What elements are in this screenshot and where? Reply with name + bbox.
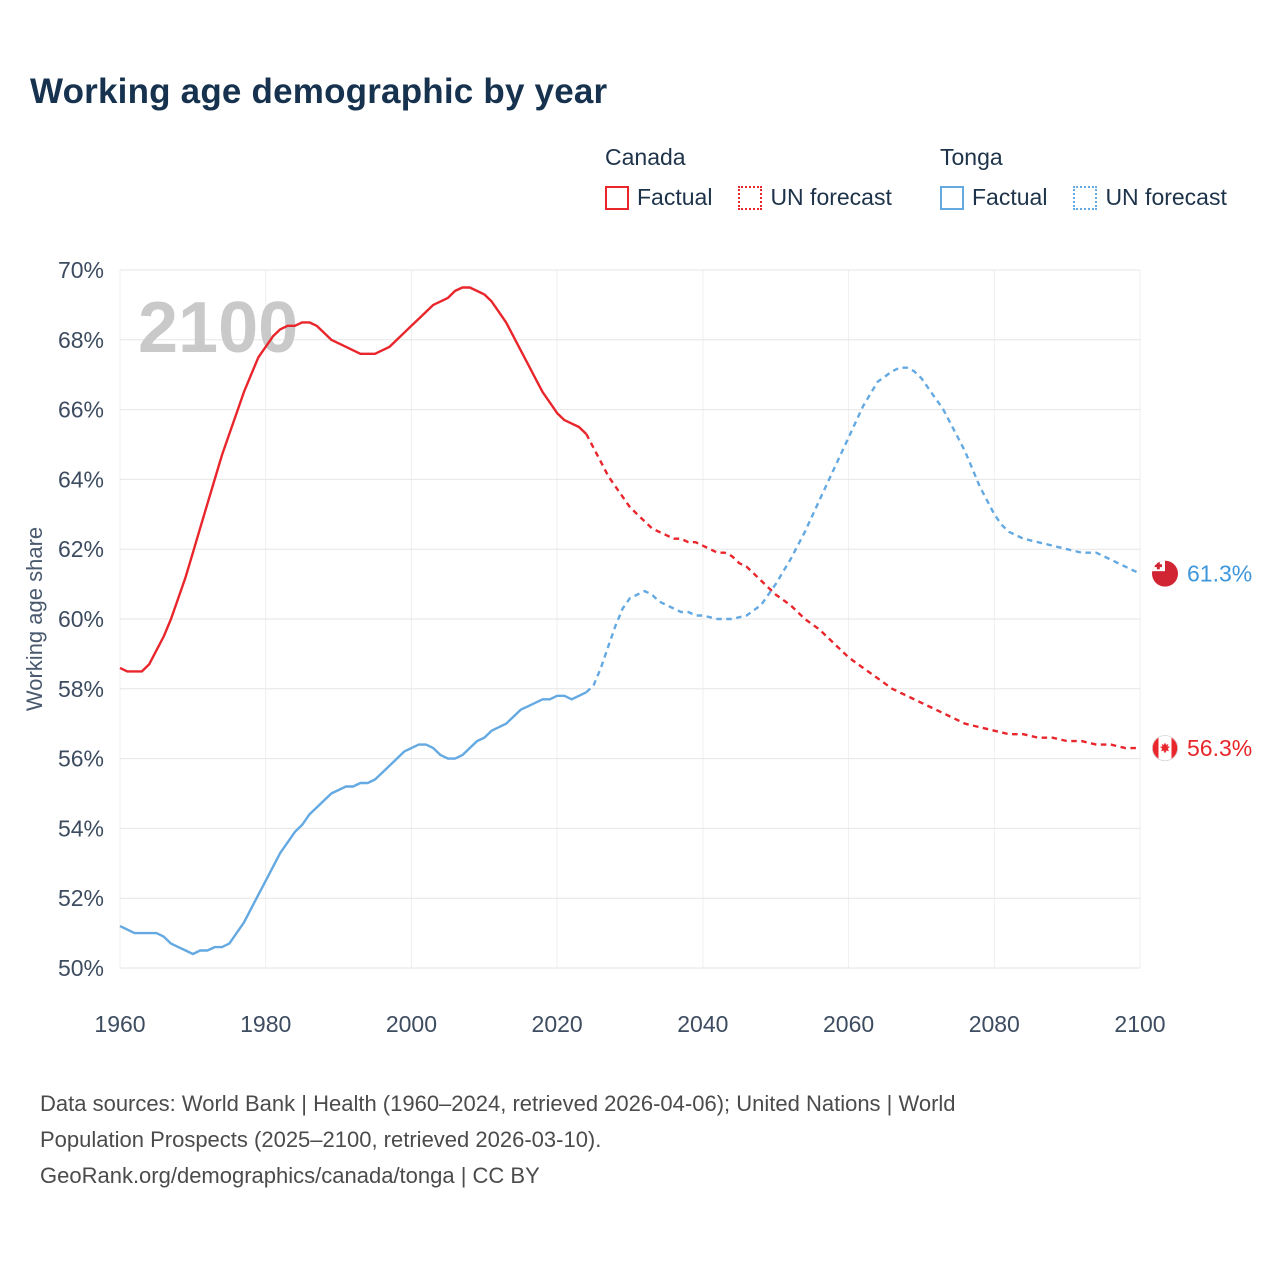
tonga-flag-icon (1152, 560, 1178, 587)
end-label-value-tonga: 61.3% (1187, 561, 1252, 587)
x-tick-label: 2080 (969, 1011, 1020, 1037)
legend-label-canada-forecast: UN forecast (770, 184, 892, 210)
legend-country-canada: Canada (605, 144, 686, 170)
end-label-value-canada: 56.3% (1187, 735, 1252, 761)
legend-group-tonga: Tonga Factual UN forecast (940, 144, 1253, 211)
series-canada-forecast (585, 433, 1140, 750)
legend-swatch-tonga-factual (940, 185, 964, 210)
legend-label-tonga-forecast: UN forecast (1105, 184, 1227, 210)
legend-swatch-canada-factual (605, 185, 629, 210)
legend-swatch-tonga-forecast (1073, 185, 1098, 210)
legend-group-canada: Canada Factual UN forecast (605, 144, 918, 211)
x-tick-label: 2000 (386, 1011, 437, 1037)
footer: Data sources: World Bank | Health (1960–… (40, 1086, 956, 1194)
y-axis-title: Working age share (22, 527, 47, 711)
series-tonga-forecast (585, 366, 1141, 694)
legend-swatch-canada-forecast (738, 185, 763, 210)
legend-country-tonga: Tonga (940, 144, 1003, 170)
y-tick-label: 60% (58, 606, 104, 632)
legend-item-canada-forecast[interactable]: UN forecast (738, 184, 892, 211)
y-tick-label: 52% (58, 885, 104, 911)
end-label-tonga: 61.3% (1152, 560, 1252, 587)
y-tick-label: 70% (58, 257, 104, 283)
watermark-year: 2100 (138, 288, 298, 368)
series-tonga-factual (119, 691, 587, 956)
y-tick-label: 68% (58, 327, 104, 353)
x-tick-label: 2100 (1114, 1011, 1165, 1037)
y-tick-label: 62% (58, 536, 104, 562)
y-tick-label: 54% (58, 815, 104, 841)
end-label-canada: 56.3% (1152, 735, 1252, 762)
footer-line-2: Population Prospects (2025–2100, retriev… (40, 1127, 602, 1152)
x-tick-label: 1980 (240, 1011, 291, 1037)
series-canada-factual (119, 286, 588, 673)
legend-label-canada-factual: Factual (637, 184, 713, 210)
footer-line-3: GeoRank.org/demographics/canada/tonga | … (40, 1163, 540, 1188)
x-tick-label: 2020 (532, 1011, 583, 1037)
y-tick-label: 64% (58, 466, 104, 492)
legend-item-canada-factual[interactable]: Factual (605, 184, 712, 211)
legend-item-tonga-factual[interactable]: Factual (940, 184, 1047, 211)
x-tick-label: 2060 (823, 1011, 874, 1037)
legend-item-tonga-forecast[interactable]: UN forecast (1073, 184, 1227, 211)
footer-line-1: Data sources: World Bank | Health (1960–… (40, 1091, 956, 1116)
chart-title: Working age demographic by year (30, 72, 608, 111)
x-tick-label: 2040 (677, 1011, 728, 1037)
y-tick-label: 58% (58, 676, 104, 702)
y-tick-label: 66% (58, 397, 104, 423)
y-tick-label: 50% (58, 955, 104, 981)
y-tick-label: 56% (58, 746, 104, 772)
x-tick-label: 1960 (94, 1011, 145, 1037)
legend-label-tonga-factual: Factual (972, 184, 1048, 210)
